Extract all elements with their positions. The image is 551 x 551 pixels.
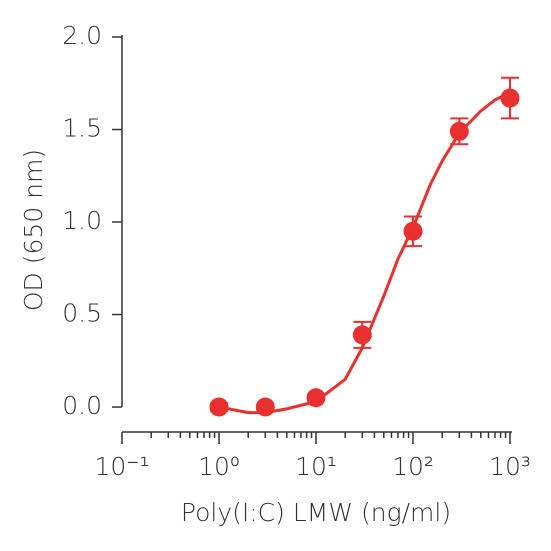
- point: [306, 388, 326, 408]
- point: [209, 397, 229, 417]
- x-tick-label: 10²: [392, 452, 434, 481]
- fit-curve: [218, 91, 511, 415]
- point: [500, 88, 520, 108]
- y-tick-label: 1.5: [62, 114, 102, 143]
- point: [449, 121, 469, 141]
- point: [255, 397, 275, 417]
- y-tick-label: 2.0: [62, 21, 102, 50]
- point: [403, 221, 423, 241]
- y-tick-label: 1.0: [62, 206, 102, 235]
- x-tick-label: 10⁻¹: [94, 452, 149, 481]
- y-tick-label: 0.5: [62, 299, 102, 328]
- x-tick-label: 10³: [489, 452, 531, 481]
- y-tick-label: 0.0: [62, 391, 102, 420]
- y-axis-title: OD (650 nm): [19, 149, 48, 311]
- x-tick-label: 10⁰: [198, 452, 240, 481]
- x-axis-title: Poly(I:C) LMW (ng/ml): [181, 498, 451, 527]
- x-tick-label: 10¹: [295, 452, 337, 481]
- point: [352, 325, 372, 345]
